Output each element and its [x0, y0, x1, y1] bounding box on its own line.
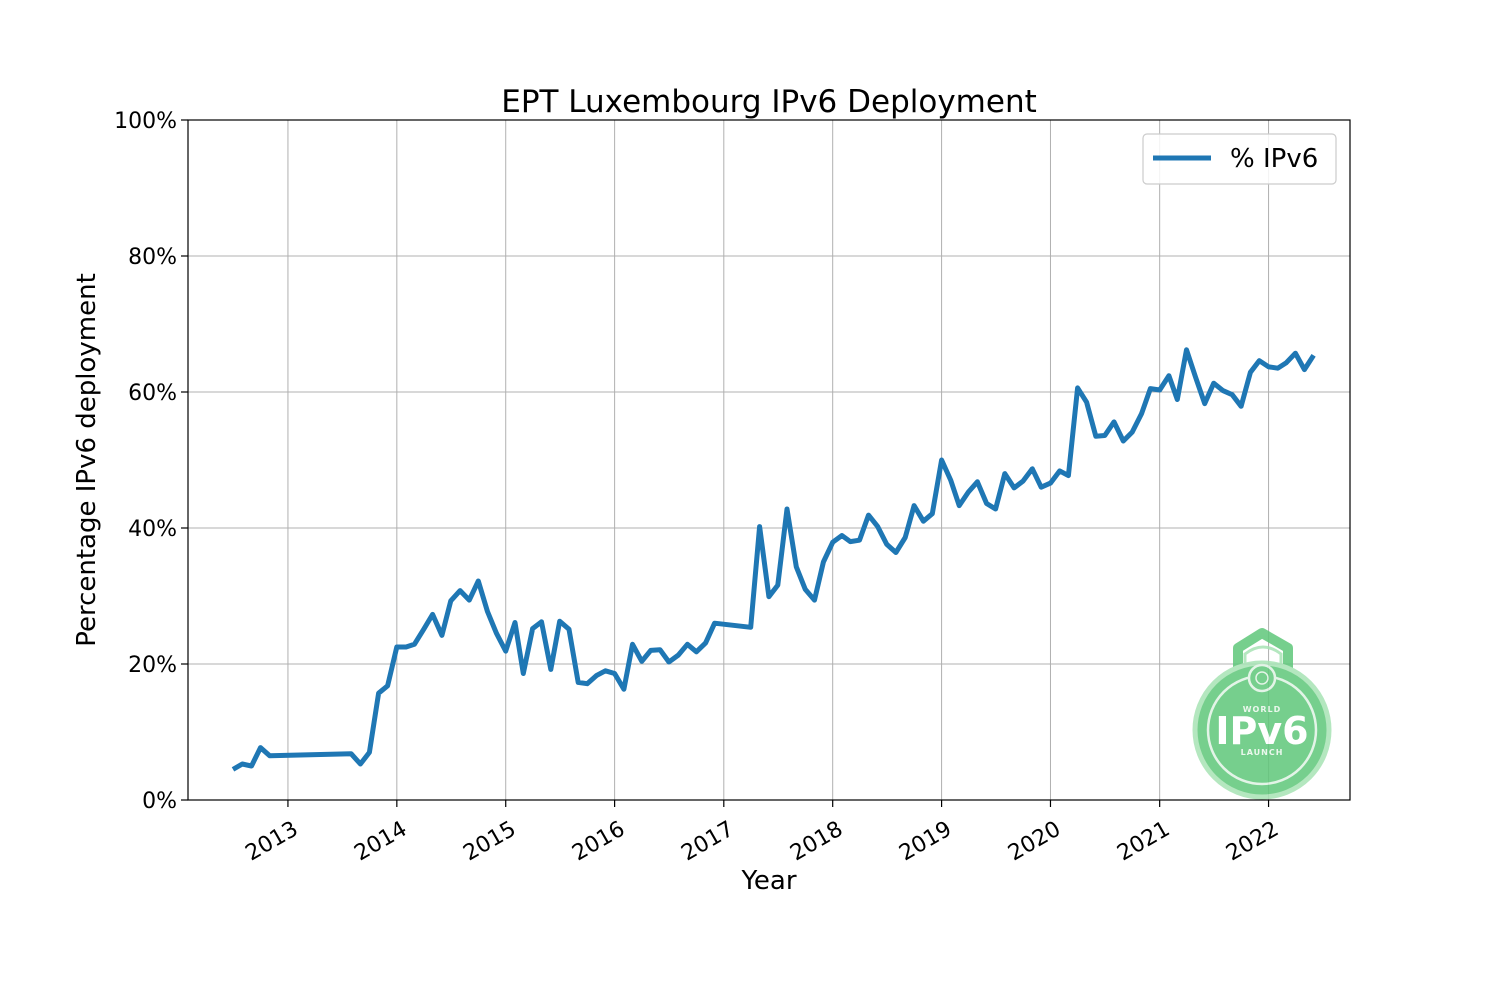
chart-title: EPT Luxembourg IPv6 Deployment	[501, 84, 1037, 120]
logo-top-text: WORLD	[1243, 705, 1282, 714]
legend: % IPv6	[1142, 133, 1337, 185]
y-axis-title: Percentage IPv6 deployment	[72, 273, 102, 647]
logo-bottom-text: LAUNCH	[1241, 748, 1284, 757]
y-tick-label: 20%	[128, 653, 177, 678]
y-tick-label: 60%	[128, 381, 177, 406]
x-axis-title: Year	[740, 866, 796, 896]
logo-main-text: IPv6	[1215, 709, 1308, 753]
y-tick-label: 80%	[128, 245, 177, 270]
series-line	[231, 347, 1316, 772]
plot-frame	[187, 119, 1351, 801]
y-tick-label: 40%	[128, 517, 177, 542]
y-tick-label: 0%	[142, 789, 177, 814]
world-ipv6-launch-logo: WORLD IPv6 LAUNCH	[1192, 628, 1332, 800]
legend-label: % IPv6	[1230, 144, 1318, 174]
y-tick-label: 100%	[114, 109, 177, 134]
y-axis: 0% 20% 40% 60% 80% 100%	[114, 109, 188, 814]
grid	[188, 119, 1350, 801]
series-layer	[231, 347, 1316, 772]
legend-box	[1142, 133, 1337, 185]
